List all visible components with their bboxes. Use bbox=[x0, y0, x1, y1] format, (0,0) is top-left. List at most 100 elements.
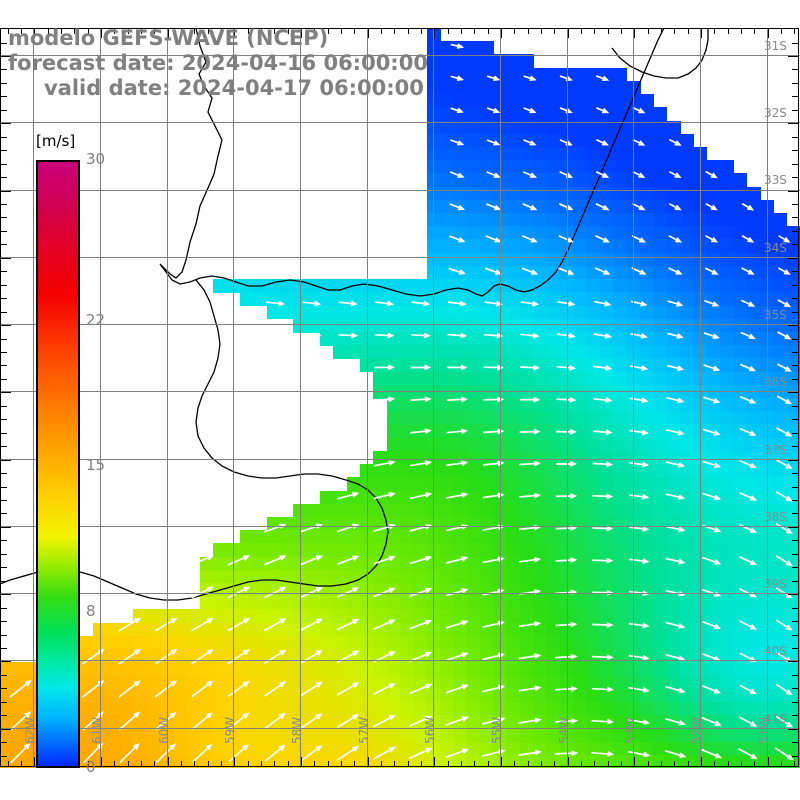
raster-cell bbox=[746, 318, 761, 333]
raster-cell bbox=[466, 186, 481, 201]
raster-cell bbox=[400, 503, 414, 518]
raster-cell bbox=[146, 754, 161, 768]
raster-cell bbox=[506, 715, 521, 729]
raster-cell bbox=[746, 384, 761, 399]
raster-cell bbox=[546, 213, 561, 227]
raster-cell bbox=[693, 384, 708, 399]
raster-cell bbox=[453, 569, 468, 584]
raster-cell bbox=[706, 371, 721, 386]
raster-cell bbox=[573, 411, 588, 425]
raster-cell bbox=[720, 556, 734, 571]
raster-cell bbox=[400, 437, 414, 452]
raster-cell bbox=[346, 609, 361, 624]
raster-cell bbox=[346, 503, 361, 518]
raster-cell bbox=[440, 279, 454, 293]
raster-cell bbox=[786, 226, 800, 240]
raster-cell bbox=[533, 186, 548, 201]
raster-cell bbox=[720, 583, 734, 597]
raster-cell bbox=[613, 226, 628, 240]
raster-cell bbox=[493, 516, 508, 531]
lon-label: 53W bbox=[623, 716, 638, 744]
raster-cell bbox=[720, 543, 734, 558]
raster-cell bbox=[746, 477, 761, 492]
raster-cell bbox=[693, 490, 708, 505]
raster-cell bbox=[626, 107, 641, 122]
raster-cell bbox=[466, 305, 481, 320]
raster-cell bbox=[560, 437, 574, 452]
raster-cell bbox=[733, 186, 748, 201]
raster-cell bbox=[440, 543, 454, 558]
raster-cell bbox=[453, 384, 468, 399]
raster-cell bbox=[640, 675, 654, 690]
raster-cell bbox=[706, 345, 721, 359]
raster-cell bbox=[653, 331, 668, 346]
raster-cell bbox=[226, 635, 241, 650]
raster-cell bbox=[480, 239, 494, 254]
raster-cell bbox=[413, 609, 428, 624]
raster-cell bbox=[360, 556, 374, 571]
raster-cell bbox=[560, 477, 574, 492]
raster-cell bbox=[106, 675, 121, 690]
raster-cell bbox=[773, 622, 788, 637]
raster-cell bbox=[546, 173, 561, 188]
raster-cell bbox=[786, 358, 800, 373]
raster-cell bbox=[493, 239, 508, 254]
raster-cell bbox=[720, 635, 734, 650]
raster-cell bbox=[560, 450, 574, 465]
raster-cell bbox=[600, 358, 614, 373]
raster-cell bbox=[453, 67, 468, 82]
raster-cell bbox=[600, 305, 614, 320]
raster-cell bbox=[320, 583, 334, 597]
raster-cell bbox=[773, 556, 788, 571]
raster-cell bbox=[506, 530, 521, 544]
raster-cell bbox=[733, 675, 748, 690]
raster-cell bbox=[773, 411, 788, 425]
raster-cell bbox=[680, 133, 694, 148]
raster-cell bbox=[720, 331, 734, 346]
raster-cell bbox=[200, 596, 214, 610]
raster-cell bbox=[253, 688, 268, 703]
raster-cell bbox=[466, 728, 481, 743]
raster-cell bbox=[293, 556, 308, 571]
raster-cell bbox=[600, 622, 614, 637]
raster-cell bbox=[533, 543, 548, 558]
raster-cell bbox=[586, 107, 601, 122]
raster-cell bbox=[773, 464, 788, 478]
raster-cell bbox=[666, 596, 681, 610]
raster-cell bbox=[706, 424, 721, 439]
raster-cell bbox=[386, 305, 401, 320]
raster-cell bbox=[693, 146, 708, 161]
raster-cell bbox=[386, 464, 401, 478]
raster-cell bbox=[613, 728, 628, 743]
raster-cell bbox=[240, 622, 254, 637]
raster-cell bbox=[693, 543, 708, 558]
raster-cell bbox=[466, 596, 481, 610]
raster-cell bbox=[533, 437, 548, 452]
raster-cell bbox=[373, 622, 388, 637]
raster-cell bbox=[746, 398, 761, 412]
raster-cell bbox=[293, 279, 308, 293]
raster-cell bbox=[773, 331, 788, 346]
raster-cell bbox=[680, 754, 694, 768]
raster-cell bbox=[413, 437, 428, 452]
raster-cell bbox=[626, 583, 641, 597]
raster-cell bbox=[506, 173, 521, 188]
raster-cell bbox=[733, 318, 748, 333]
raster-cell bbox=[373, 728, 388, 743]
raster-cell bbox=[493, 490, 508, 505]
raster-cell bbox=[733, 569, 748, 584]
raster-cell bbox=[653, 173, 668, 188]
raster-cell bbox=[680, 345, 694, 359]
raster-cell bbox=[640, 186, 654, 201]
raster-cell bbox=[293, 516, 308, 531]
raster-cell bbox=[493, 173, 508, 188]
raster-cell bbox=[626, 450, 641, 465]
raster-cell bbox=[653, 213, 668, 227]
raster-cell bbox=[786, 305, 800, 320]
raster-cell bbox=[333, 609, 348, 624]
raster-cell bbox=[120, 728, 134, 743]
raster-cell bbox=[293, 543, 308, 558]
raster-cell bbox=[706, 477, 721, 492]
raster-cell bbox=[680, 318, 694, 333]
raster-cell bbox=[720, 160, 734, 174]
